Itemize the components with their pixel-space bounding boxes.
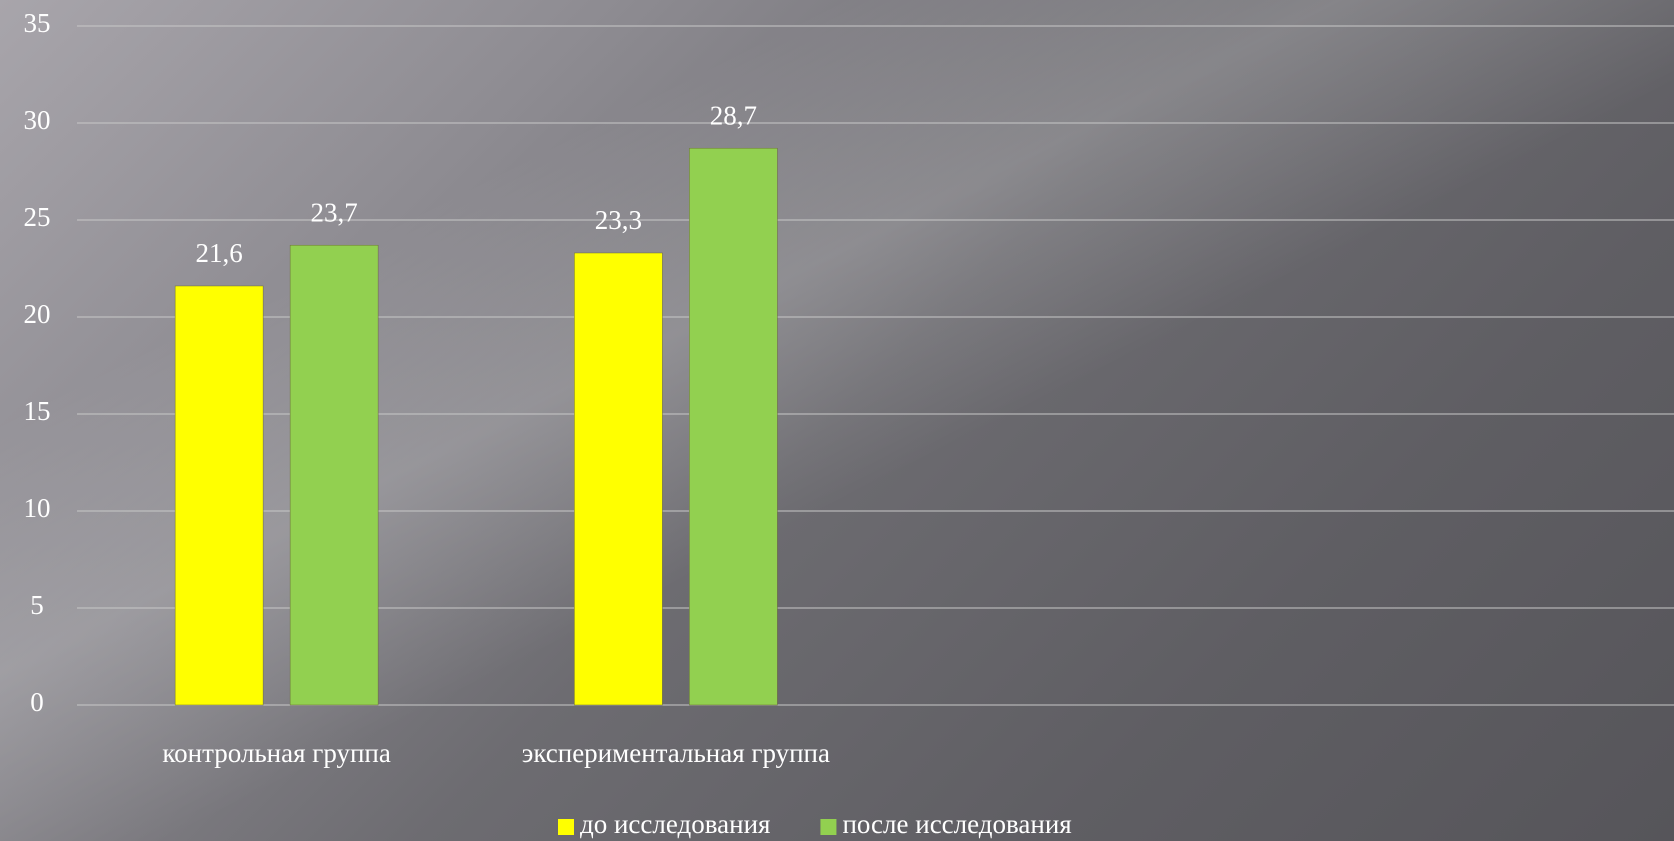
legend-label: после исследования [842,809,1071,839]
bar [289,244,379,706]
x-tick-label: экспериментальная группа [522,738,830,768]
data-label: 23,7 [311,197,358,227]
y-tick-label: 25 [24,202,51,232]
bar [574,252,663,706]
y-tick-label: 5 [30,590,44,620]
y-tick-label: 0 [30,687,44,717]
y-tick-label: 15 [24,396,51,426]
bar [689,147,778,706]
data-label: 21,6 [196,238,243,268]
y-tick-label: 30 [24,105,51,135]
legend-swatch [558,819,574,835]
bar [174,285,264,706]
data-label: 23,3 [595,205,642,235]
data-label: 28,7 [710,100,757,130]
legend-swatch [820,819,837,835]
legend-label: до исследования [580,809,770,839]
y-tick-label: 35 [24,8,51,38]
y-tick-label: 10 [24,493,51,523]
y-tick-label: 20 [24,299,51,329]
x-tick-label: контрольная группа [162,738,390,768]
